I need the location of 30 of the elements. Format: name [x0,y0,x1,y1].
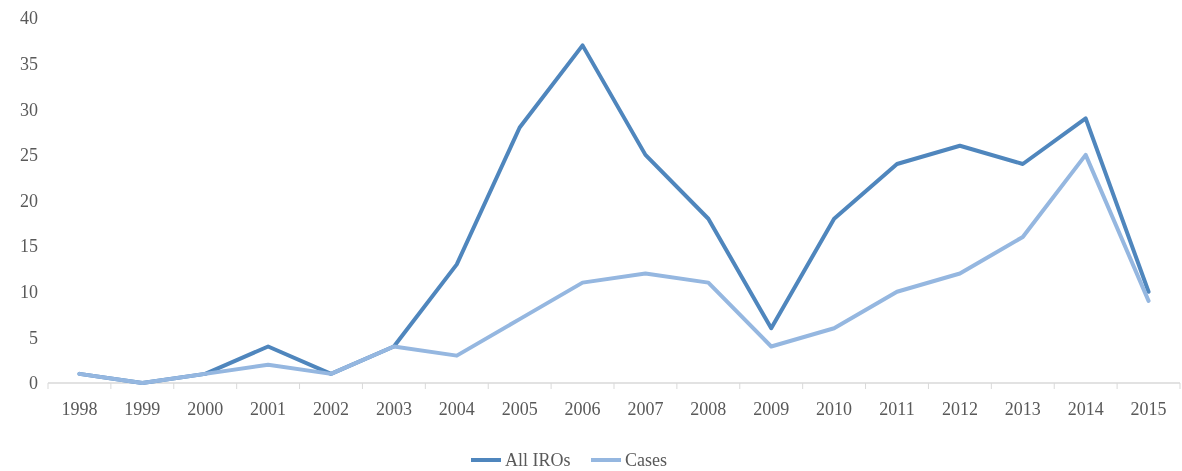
y-tick-label: 35 [20,53,38,74]
x-tick-label: 2009 [753,399,790,419]
x-tick-label: 2010 [816,399,853,419]
legend-label: Cases [625,450,667,471]
y-tick-label: 25 [20,145,38,166]
x-tick-label: 2000 [187,399,224,419]
y-tick-label: 15 [20,236,38,257]
x-tick-label: 2015 [1130,399,1167,419]
y-tick-label: 20 [20,190,38,211]
y-tick-label: 10 [20,282,38,303]
legend-label: All IROs [505,450,571,471]
x-tick-label: 2014 [1067,399,1104,419]
x-tick-label: 1999 [124,399,161,419]
x-tick-label: 2011 [879,399,915,419]
x-tick-label: 2006 [564,399,601,419]
x-tick-label: 1998 [61,399,98,419]
x-tick-label: 2003 [375,399,412,419]
x-tick-label: 2002 [313,399,349,419]
x-tick-label: 2005 [501,399,538,419]
y-tick-label: 30 [20,99,38,120]
x-tick-label: 2007 [627,399,664,419]
line-series [77,152,1151,385]
y-tick-label: 5 [29,327,38,348]
x-tick-label: 2004 [438,399,475,419]
x-tick-label: 2012 [941,399,978,419]
x-tick-label: 2001 [250,399,287,419]
y-tick-label: 40 [20,8,38,29]
x-tick-label: 2008 [690,399,727,419]
x-tick-label: 2013 [1004,399,1041,419]
y-tick-label: 0 [29,373,38,394]
